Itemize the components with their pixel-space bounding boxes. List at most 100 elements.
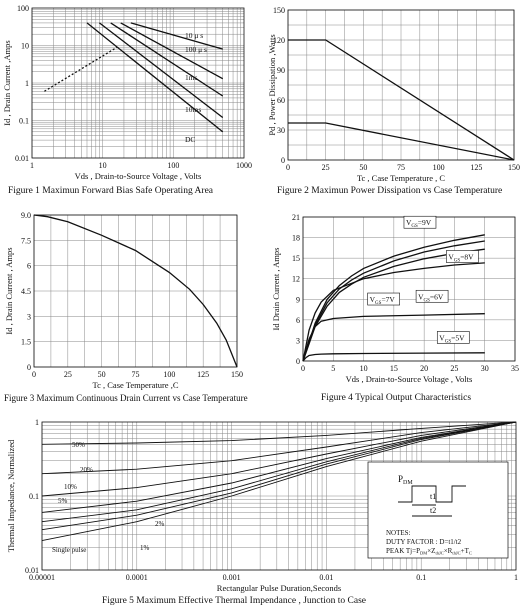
fig5-series-label: Single pulse (52, 546, 86, 554)
fig2-xtick-label: 0 (286, 163, 290, 172)
fig2-xtick-label: 25 (322, 163, 330, 172)
fig4-xtick-label: 30 (481, 364, 489, 373)
fig4-xtick-label: 35 (511, 364, 519, 373)
fig4-ytick-label: 18 (292, 234, 300, 243)
fig2-series-line (288, 122, 515, 161)
fig3-ytick-label: 1.5 (21, 338, 31, 347)
fig5-xlabel: Rectangular Pulse Duration,Seconds (217, 583, 341, 593)
fig4-legend-box (403, 215, 437, 229)
fig3-caption: Figure 3 Maximum Continuous Drain Curren… (4, 393, 248, 403)
fig1-series-annotation: 10ms (185, 105, 201, 114)
fig4-ytick-label: 21 (292, 213, 300, 222)
fig5-series-line (41, 421, 517, 513)
fig4-svg: 0 5 10 15 20 25 30 35 0 3 6 9 12 15 18 21 Vds , Drain-to… (271, 213, 519, 384)
fig5-series-line (41, 421, 517, 497)
fig2-ytick-label: 0 (281, 156, 285, 165)
figure-1: 1 10 100 1000 0.01 0.1 1 10 100 Vds , Drain-to-So… (0, 0, 265, 205)
fig5-series-label: 50% (72, 441, 85, 449)
fig5-xtick-label: 0.1 (416, 573, 426, 582)
fig5-series-label: 20% (80, 466, 93, 474)
fig5-ytick-label: 1 (35, 418, 39, 427)
fig3-xtick-label: 125 (197, 370, 209, 379)
fig2-xtick-label: 150 (508, 163, 520, 172)
fig1-series-annotation: 10 μ s (185, 31, 203, 40)
fig3-ytick-label: 4.5 (21, 287, 31, 296)
fig2-xlabel: Tc , Case Temperature , C (357, 173, 445, 183)
fig1-series-line (130, 22, 223, 50)
fig2-ytick-label: 120 (273, 36, 285, 45)
fig3-ytick-label: 7.5 (21, 236, 31, 245)
fig2-svg: 0 25 50 75 100 125 150 0 30 60 90 120 150 Tc , Case T… (267, 6, 520, 183)
fig3-ytick-label: 3 (27, 312, 31, 321)
fig5-caption: Figure 5 Maximum Effective Thermal Impen… (102, 596, 366, 606)
fig2-ytick-label: 150 (273, 6, 285, 15)
fig4-ytick-label: 15 (292, 254, 300, 263)
fig4-legend-box (446, 250, 479, 263)
fig1-series-annotation: 100 μ s (185, 45, 207, 54)
fig4-xlabel: Vds , Drain-to-Source Voltage , Volts (346, 374, 473, 384)
fig3-xlabel: Tc , Case Temperature ,C (93, 380, 179, 390)
fig5-inset-note2: PEAK Tj=PDM×ZthJC×RthJC+TC (386, 547, 472, 556)
fig2-xtick-label: 50 (359, 163, 367, 172)
fig1-xtick-label: 10 (99, 161, 107, 170)
fig4-legend-box (367, 292, 400, 306)
fig2-ylabel: Pd , Power Dissipation ,Watts (267, 34, 277, 135)
fig5-series-line (41, 421, 517, 531)
fig4-xtick-label: 5 (331, 364, 335, 373)
fig1-ytick-label: 0.1 (19, 117, 29, 126)
fig1-ytick-label: 10 (21, 42, 29, 51)
fig1-series-line (110, 22, 224, 97)
fig3-xtick-label: 100 (163, 370, 175, 379)
figure-2: 0 25 50 75 100 125 150 0 30 60 90 120 150 Tc , Case T… (265, 0, 530, 205)
fig4-plot-frame (302, 216, 516, 362)
fig4-ylabel: Id Drain Current , Amps (271, 248, 281, 331)
fig5-series-label: 1% (140, 544, 150, 552)
fig4-xtick-label: 25 (450, 364, 458, 373)
figure-5: 0.00001 0.0001 0.001 0.01 0.1 1 0.01 0.1 1 Rectan… (0, 410, 530, 609)
fig3-xtick-label: 50 (98, 370, 106, 379)
fig5-series-label: 5% (58, 497, 68, 505)
fig5-series-line (41, 421, 517, 475)
fig5-inset-t1: t1 (430, 492, 436, 501)
fig5-xtick-label: 0.01 (319, 573, 333, 582)
fig3-ytick-label: 0 (27, 363, 31, 372)
fig5-svg: 0.00001 0.0001 0.001 0.01 0.1 1 0.01 0.1 1 Rectan… (6, 418, 518, 593)
fig1-ytick-label: 0.01 (15, 154, 29, 163)
fig1-caption: Figure 1 Maximun Forward Bias Safe Opera… (8, 186, 213, 196)
fig3-xtick-label: 75 (132, 370, 140, 379)
fig1-series-annotation: 1ms (185, 73, 198, 82)
fig1-xtick-label: 1000 (236, 161, 252, 170)
fig5-inset-pulse (398, 485, 466, 503)
fig5-inset-note1: DUTY FACTOR : D=t1/t2 (386, 538, 462, 546)
fig4-series-line (302, 240, 485, 362)
fig5-inset-t2: t2 (430, 506, 436, 515)
fig1-ylabel: Id , Drain Current ,Amps (2, 40, 12, 125)
fig5-xtick-label: 0.0001 (126, 573, 148, 582)
fig3-xtick-label: 150 (231, 370, 243, 379)
fig4-legend-box (436, 331, 470, 344)
fig1-xtick-label: 100 (167, 161, 179, 170)
fig1-series-annotation: DC (185, 135, 195, 144)
fig3-xtick-label: 25 (64, 370, 72, 379)
fig2-xtick-label: 125 (470, 163, 482, 172)
fig2-plot-frame (287, 9, 515, 161)
fig5-series-line (41, 421, 517, 523)
fig5-inset-pdm: PDM (398, 474, 413, 486)
fig4-ytick-label: 9 (296, 295, 300, 304)
fig4-legend-label: VGS=6V (418, 292, 444, 303)
fig4-caption: Figure 4 Typical Output Characteristics (321, 393, 472, 403)
fig4-ytick-label: 6 (296, 316, 300, 325)
fig2-caption: Figure 2 Maximun Power Dissipation vs Ca… (277, 186, 503, 196)
fig4-ytick-label: 12 (292, 275, 300, 284)
fig4-legend-label: VGS=8V (448, 253, 474, 264)
fig5-ylabel: Thermal Impedance, Normalized (6, 439, 16, 552)
fig4-series-line (302, 262, 485, 362)
fig5-inset-box (367, 461, 509, 559)
fig5-ytick-label: 0.1 (29, 492, 39, 501)
fig4-ytick-label: 3 (296, 336, 300, 345)
fig4-legend-box (415, 289, 449, 303)
fig5-xtick-label: 0.001 (223, 573, 241, 582)
fig5-inset-notes-title: NOTES: (386, 529, 411, 537)
fig5-series-line (41, 421, 517, 445)
